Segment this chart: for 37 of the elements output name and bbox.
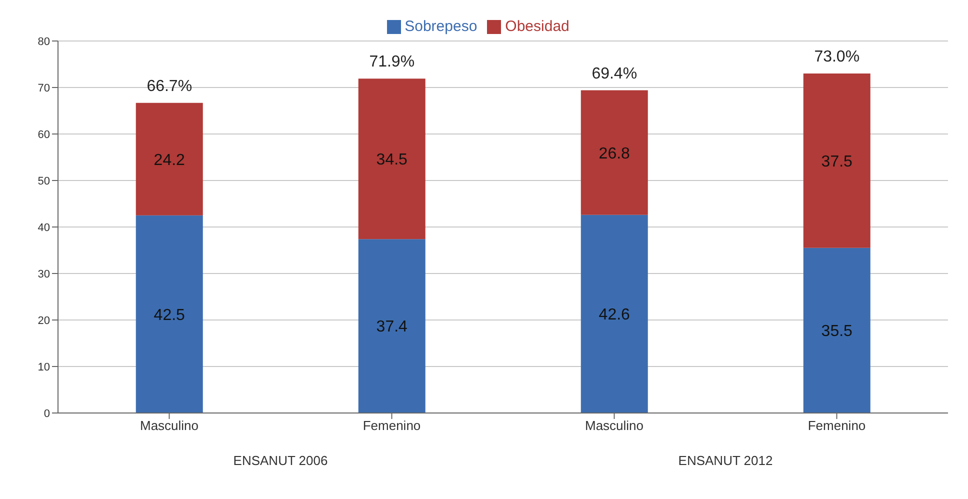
y-tick-label: 40 xyxy=(38,222,50,234)
bar xyxy=(136,102,203,216)
data-label: 37.4 xyxy=(376,318,408,336)
bar xyxy=(580,90,648,215)
bar xyxy=(580,214,648,413)
total-label: 73.0% xyxy=(814,48,860,66)
text: ENSANUT 2012 xyxy=(677,453,774,468)
data-label: 26.8 xyxy=(598,145,630,162)
x-tick-label: Masculino xyxy=(140,418,199,434)
bar xyxy=(803,248,870,413)
data-label: 34.5 xyxy=(376,152,408,169)
y-tick-label: 50 xyxy=(38,175,50,188)
bar xyxy=(358,78,426,240)
legend-label: Obesidad xyxy=(505,18,570,35)
bar xyxy=(803,74,870,248)
bar xyxy=(358,239,426,413)
y-tick-label: 60 xyxy=(38,128,50,141)
data-label: 24.2 xyxy=(154,152,186,169)
y-tick-label: 70 xyxy=(38,82,50,94)
data-label: 37.5 xyxy=(821,153,853,170)
y-tick-label: 80 xyxy=(38,36,50,48)
y-tick-label: 0 xyxy=(44,408,50,420)
bar xyxy=(136,215,203,413)
x-tick-label: Masculino xyxy=(584,418,644,434)
y-tick-label: 20 xyxy=(38,314,50,327)
text: ENSANUT 2006 xyxy=(232,453,329,468)
data-label: 42.5 xyxy=(154,306,186,324)
total-label: 69.4% xyxy=(592,65,638,82)
data-label: 42.6 xyxy=(598,306,630,324)
y-tick-label: 30 xyxy=(38,268,50,280)
total-label: 66.7% xyxy=(146,78,192,95)
x-tick-label: Femenino xyxy=(808,418,866,434)
x-tick-label: Femenino xyxy=(362,418,421,434)
y-tick-label: 10 xyxy=(38,361,50,374)
data-label: 35.5 xyxy=(821,323,853,340)
total-label: 71.9% xyxy=(369,54,415,71)
legend-label: Sobrepeso xyxy=(404,18,478,35)
